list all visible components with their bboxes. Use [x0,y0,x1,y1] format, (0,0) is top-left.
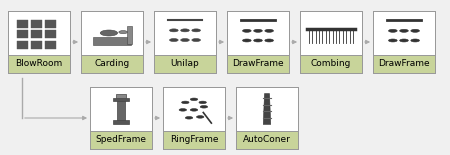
Bar [81,11,143,73]
Circle shape [190,109,198,111]
Circle shape [254,29,262,32]
Bar [8,11,70,73]
Circle shape [180,39,189,42]
Circle shape [197,116,204,118]
Bar [8,11,70,55]
Circle shape [182,101,189,104]
Bar [113,98,129,101]
Bar [373,11,435,73]
Circle shape [119,31,127,34]
Circle shape [254,39,262,42]
Bar [31,30,42,38]
Circle shape [190,98,198,101]
Circle shape [100,30,117,36]
Circle shape [411,39,419,42]
Circle shape [411,29,419,32]
Circle shape [243,39,251,42]
Bar [163,87,225,149]
Circle shape [179,109,187,111]
Polygon shape [263,94,271,124]
Bar [17,20,28,28]
Bar [17,41,28,49]
Bar [117,99,126,123]
Bar [227,11,289,73]
Text: Carding: Carding [94,60,130,69]
Bar [373,11,435,55]
Bar [31,20,42,28]
Bar [45,41,56,49]
Circle shape [199,101,207,104]
Bar [300,55,362,73]
Bar [163,87,225,131]
Bar [227,11,289,55]
Bar [31,41,42,49]
Bar [163,131,225,149]
Text: Combing: Combing [311,60,351,69]
Text: Unilap: Unilap [171,60,199,69]
Bar [45,20,56,28]
Bar [154,11,216,73]
Circle shape [400,39,408,42]
Bar [236,131,298,149]
Circle shape [265,29,274,32]
Circle shape [180,29,189,32]
Text: DrawFrame: DrawFrame [378,60,430,69]
Bar [236,87,298,149]
Bar [300,11,362,55]
Bar [113,120,129,124]
Bar [94,37,130,45]
Text: SpedFrame: SpedFrame [95,135,147,144]
Bar [90,131,152,149]
Bar [81,55,143,73]
Bar [227,55,289,73]
Bar [81,11,143,55]
Bar [127,26,132,44]
Circle shape [185,117,193,119]
Bar [45,30,56,38]
Circle shape [388,39,397,42]
Text: DrawFrame: DrawFrame [232,60,284,69]
Circle shape [265,39,274,42]
Text: RingFrame: RingFrame [170,135,218,144]
Circle shape [170,39,178,42]
Text: BlowRoom: BlowRoom [15,60,63,69]
Circle shape [400,29,408,32]
Circle shape [388,29,397,32]
Circle shape [243,29,251,32]
Bar [154,55,216,73]
Circle shape [192,29,201,32]
Bar [300,11,362,73]
Bar [116,95,126,98]
Bar [90,87,152,131]
Bar [373,55,435,73]
Circle shape [200,106,207,108]
Bar [17,30,28,38]
Bar [90,87,152,149]
Bar [236,87,298,131]
Text: AutoConer: AutoConer [243,135,291,144]
Circle shape [170,29,178,32]
Bar [154,11,216,55]
Circle shape [192,39,201,42]
Bar [8,55,70,73]
